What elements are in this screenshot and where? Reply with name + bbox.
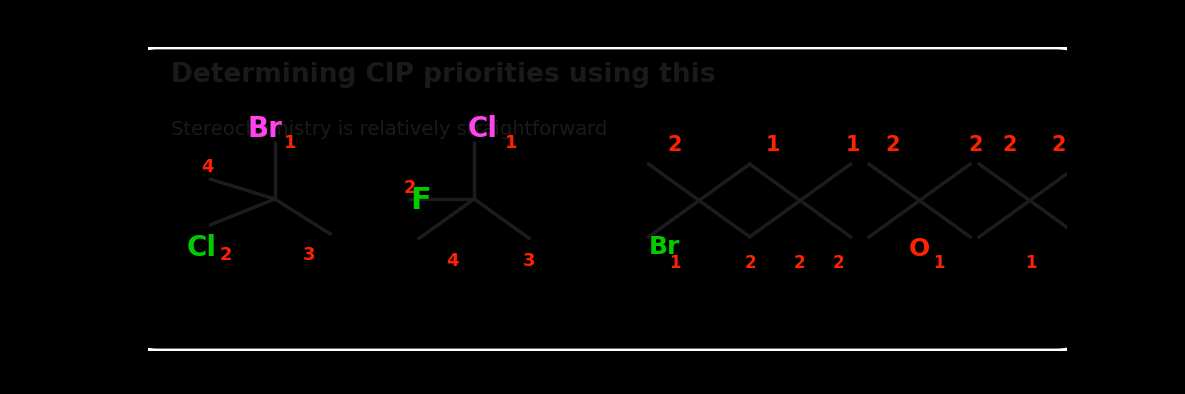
Text: 1: 1	[766, 135, 780, 155]
Text: 2: 2	[403, 179, 416, 197]
Text: 4: 4	[447, 252, 459, 270]
Text: 2: 2	[667, 135, 681, 155]
Text: 1: 1	[846, 135, 860, 155]
Text: Stereochemistry is relatively straightforward: Stereochemistry is relatively straightfo…	[171, 120, 608, 139]
Text: O: O	[909, 237, 930, 261]
Text: F: F	[410, 186, 430, 215]
Text: 3: 3	[302, 246, 315, 264]
Text: Cl: Cl	[187, 234, 217, 262]
Text: 2: 2	[968, 135, 982, 155]
Text: 2: 2	[745, 254, 757, 271]
Text: Br: Br	[648, 235, 680, 259]
Text: 4: 4	[201, 158, 213, 176]
Text: 1: 1	[284, 134, 296, 152]
Text: 1: 1	[934, 254, 944, 271]
Text: 1: 1	[668, 254, 680, 271]
Text: 2: 2	[1051, 135, 1065, 155]
Text: 1: 1	[1025, 254, 1037, 271]
Text: Br: Br	[248, 115, 282, 143]
FancyBboxPatch shape	[136, 47, 1077, 351]
Text: 2: 2	[1003, 135, 1017, 155]
Text: Cl: Cl	[468, 115, 498, 143]
Text: 3: 3	[523, 252, 536, 270]
Text: 2: 2	[885, 135, 901, 155]
Text: 1: 1	[505, 134, 517, 152]
Text: 2: 2	[219, 246, 232, 264]
Text: 2: 2	[832, 254, 844, 271]
Text: Determining CIP priorities using this: Determining CIP priorities using this	[171, 63, 716, 88]
Text: 2: 2	[794, 254, 806, 271]
